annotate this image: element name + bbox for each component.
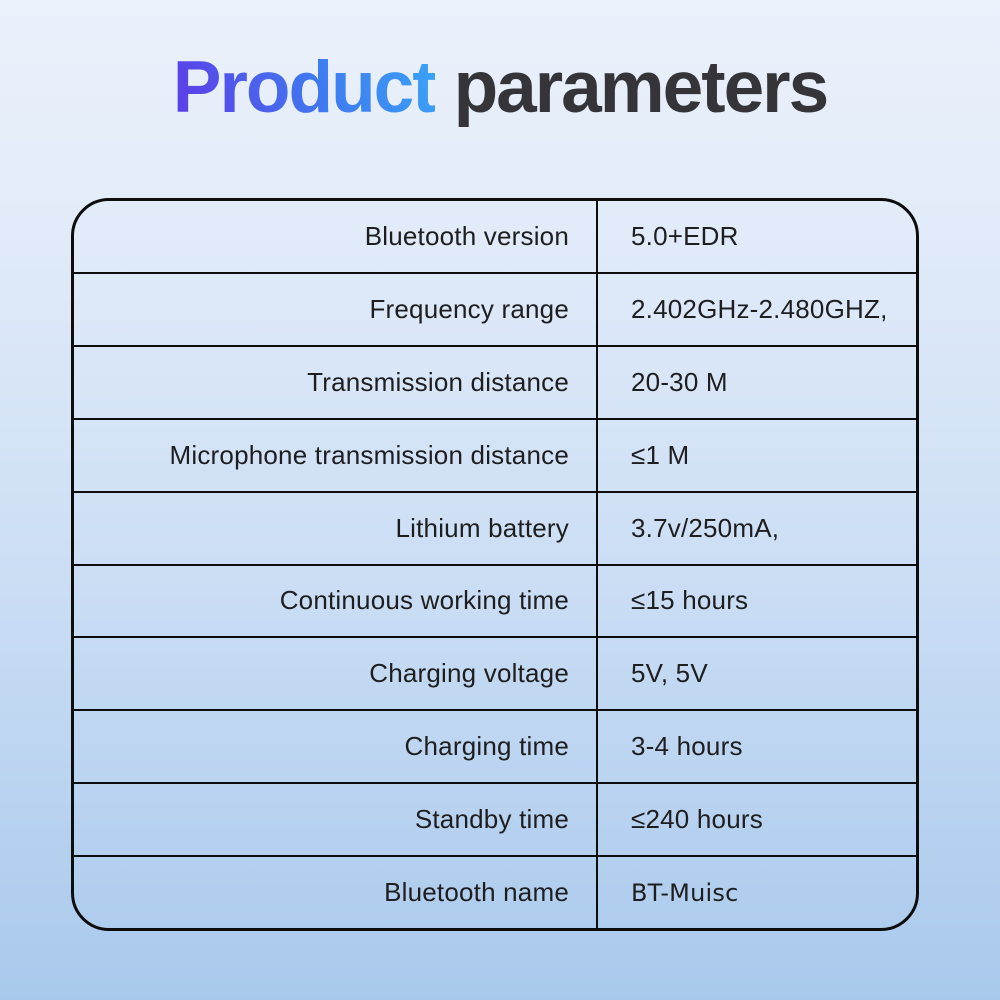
page-title: Product parameters — [0, 47, 1000, 128]
param-label: Bluetooth name — [384, 877, 569, 908]
param-label: Charging voltage — [369, 658, 569, 689]
param-value: 3.7v/250mA, — [596, 492, 916, 564]
param-value: 2.402GHz-2.480GHZ, — [596, 273, 916, 345]
table-row-standby-time: Standby time ≤240 hours — [74, 782, 916, 856]
table-row-microphone-transmission-distance: Microphone transmission distance ≤1 M — [74, 417, 916, 491]
param-label: Bluetooth version — [364, 220, 569, 251]
param-value: 5.0+EDR — [596, 201, 916, 272]
param-value: ≤1 M — [596, 419, 916, 491]
table-row-continuous-working-time: Continuous working time ≤15 hours — [74, 563, 916, 637]
param-label: Continuous working time — [279, 585, 569, 616]
page-title-highlight: Product — [172, 47, 437, 128]
param-label: Frequency range — [369, 293, 569, 324]
param-value: 20-30 M — [596, 346, 916, 418]
page-title-rest: parameters — [453, 47, 830, 128]
param-value: 3-4 hours — [596, 711, 916, 783]
table-row-transmission-distance: Transmission distance 20-30 M — [74, 344, 916, 418]
param-value: BT-Muisc — [596, 857, 916, 928]
table-row-charging-voltage: Charging voltage 5V, 5V — [74, 636, 916, 710]
param-label: Microphone transmission distance — [169, 439, 569, 470]
param-label: Standby time — [414, 804, 569, 835]
table-row-charging-time: Charging time 3-4 hours — [74, 709, 916, 783]
param-value: 5V, 5V — [596, 638, 916, 710]
param-value: ≤15 hours — [596, 565, 916, 637]
param-value: ≤240 hours — [596, 784, 916, 856]
table-row-bluetooth-version: Bluetooth version 5.0+EDR — [74, 201, 916, 272]
product-parameters-table: Bluetooth version 5.0+EDR Frequency rang… — [71, 198, 919, 931]
param-label: Lithium battery — [395, 512, 569, 543]
table-row-lithium-battery: Lithium battery 3.7v/250mA, — [74, 490, 916, 564]
table-row-frequency-range: Frequency range 2.402GHz-2.480GHZ, — [74, 271, 916, 345]
table-row-bluetooth-name: Bluetooth name BT-Muisc — [74, 855, 916, 928]
param-label: Charging time — [404, 731, 569, 762]
param-label: Transmission distance — [307, 366, 569, 397]
